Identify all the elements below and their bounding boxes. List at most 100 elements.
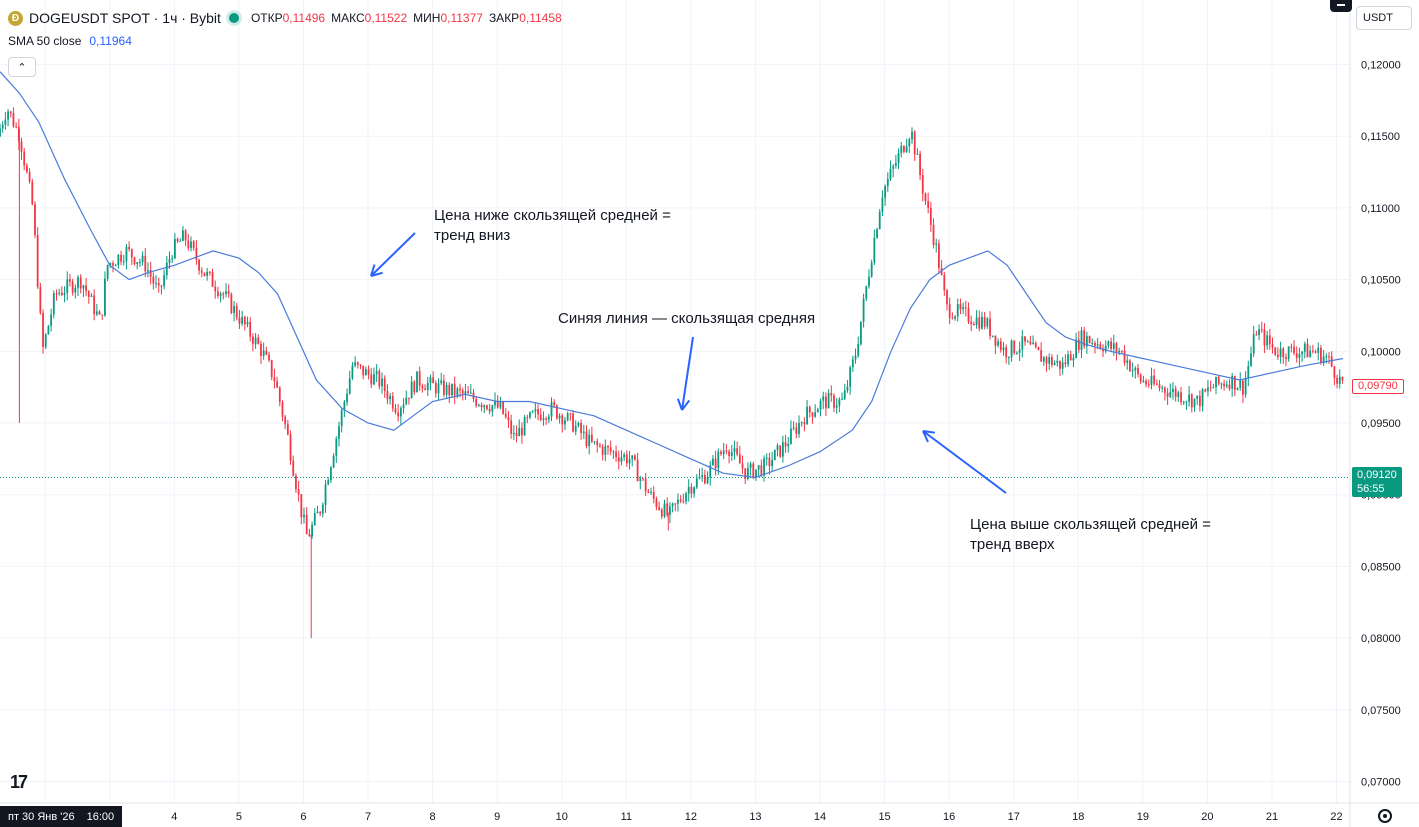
candle: [1129, 359, 1131, 373]
candle: [1169, 383, 1172, 399]
candle: [827, 389, 830, 409]
candle: [20, 137, 23, 160]
sma-value: 0,11964: [89, 34, 132, 48]
currency-selector[interactable]: USDT: [1356, 6, 1412, 30]
candle: [469, 384, 472, 395]
candle: [160, 284, 163, 295]
maximize-button[interactable]: [1330, 0, 1352, 12]
candle: [448, 382, 451, 403]
candle: [892, 163, 895, 178]
candle: [1236, 387, 1239, 391]
candle: [625, 450, 628, 467]
candle: [811, 411, 814, 424]
candle: [31, 178, 34, 206]
candle: [1107, 340, 1110, 349]
candle: [620, 450, 623, 466]
candle: [383, 375, 386, 398]
candle: [1123, 345, 1126, 366]
candle: [222, 291, 225, 300]
annotation-arrows: [370, 232, 1007, 494]
candle: [553, 399, 556, 408]
current-price-label: 0,09120 56:55: [1352, 467, 1402, 497]
gear-icon[interactable]: [1378, 809, 1392, 823]
candle: [870, 259, 873, 278]
candle: [771, 451, 774, 472]
candle: [0, 123, 1, 138]
candle: [52, 290, 55, 319]
candle: [144, 248, 147, 278]
candle: [830, 385, 833, 402]
candle: [851, 355, 854, 372]
candle: [1209, 380, 1212, 392]
candle: [235, 303, 238, 321]
candle: [74, 284, 77, 299]
candle: [798, 415, 800, 438]
candle: [1252, 325, 1255, 357]
candle: [792, 421, 795, 431]
x-tick-label: 17: [1008, 811, 1020, 823]
candle: [569, 412, 572, 421]
candle: [685, 491, 687, 505]
dogecoin-icon: Ð: [8, 10, 23, 26]
candle: [1188, 386, 1191, 407]
annotation-downtrend-line2: тренд вниз: [434, 227, 511, 244]
candle: [17, 118, 20, 150]
candle: [572, 410, 574, 433]
candle: [1172, 382, 1174, 400]
candle: [483, 404, 486, 414]
price-scale[interactable]: 0,12000 0,11500 0,11000 0,10500 0,10000 0,095…: [1349, 0, 1401, 827]
candle: [1051, 354, 1053, 368]
candle: [1250, 346, 1252, 368]
candle: [434, 380, 437, 398]
candle: [1150, 367, 1153, 390]
candle: [857, 336, 860, 358]
candle: [1161, 385, 1164, 393]
candle: [644, 473, 647, 497]
candle: [728, 449, 730, 464]
candle: [87, 290, 90, 304]
candle: [1333, 365, 1336, 386]
candle: [1303, 341, 1306, 359]
symbol-title[interactable]: DOGEUSDT SPOT · 1ч · Bybit: [29, 10, 221, 26]
candle: [564, 416, 566, 431]
time-scale[interactable]: 2345678910111213141516171819202122: [0, 802, 1419, 823]
candle: [443, 374, 445, 398]
candle: [82, 284, 85, 297]
candle: [790, 420, 792, 445]
candle: [77, 275, 79, 297]
candle: [660, 507, 663, 519]
candle: [1282, 346, 1285, 365]
candle: [1266, 330, 1269, 350]
candle: [566, 411, 569, 422]
candle: [916, 148, 919, 155]
candle: [932, 218, 935, 249]
arrow-sma: [676, 336, 694, 411]
candle: [1274, 347, 1277, 357]
candle: [451, 383, 453, 398]
candle: [79, 274, 82, 294]
candle: [488, 403, 491, 415]
x-tick-label: 16: [943, 811, 955, 823]
candle: [311, 521, 313, 539]
candle: [986, 316, 989, 329]
candle: [1010, 339, 1013, 362]
candle: [714, 450, 717, 476]
x-tick-label: 20: [1201, 811, 1213, 823]
candle: [313, 508, 316, 526]
candle: [133, 256, 136, 266]
x-tick-label: 15: [878, 811, 890, 823]
candle: [15, 122, 18, 129]
candle: [964, 300, 967, 317]
candle: [1177, 390, 1180, 402]
candle: [1153, 369, 1156, 387]
candle: [504, 408, 507, 419]
collapse-legend-button[interactable]: ⌃: [8, 57, 36, 77]
candle: [1045, 355, 1048, 372]
sma-indicator-legend[interactable]: SMA 50 close 0,11964: [8, 34, 132, 48]
candle: [959, 298, 962, 315]
tradingview-logo[interactable]: 17: [10, 772, 28, 792]
candle: [335, 436, 338, 463]
candle: [278, 386, 281, 407]
candle: [507, 410, 510, 428]
